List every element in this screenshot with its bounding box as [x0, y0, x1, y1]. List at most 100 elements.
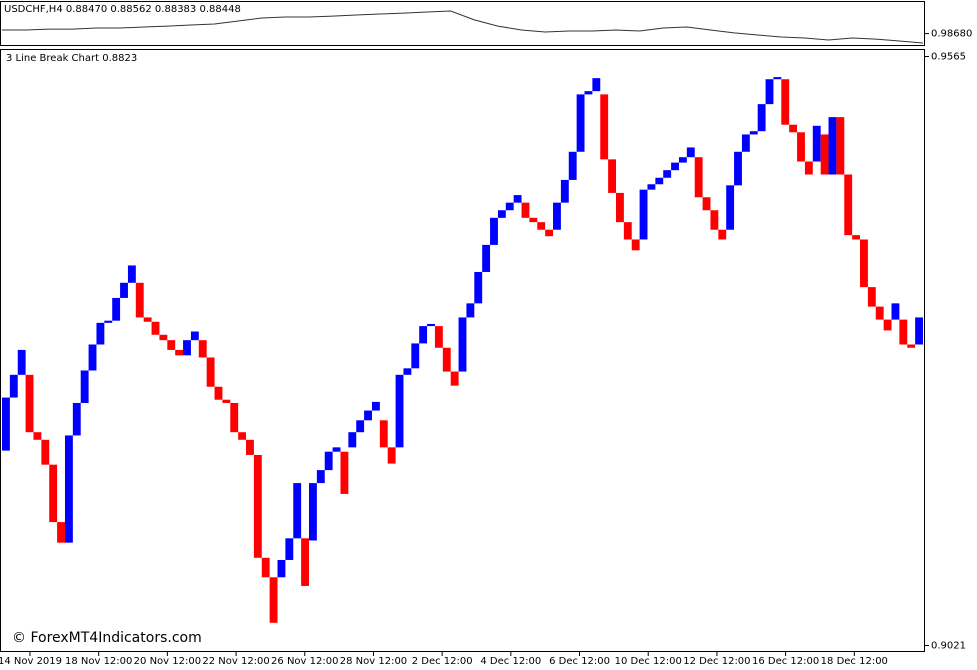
- brick: [828, 117, 837, 175]
- brick: [545, 229, 554, 237]
- brick: [33, 432, 42, 440]
- y-tick-label: 0.98680: [931, 29, 972, 40]
- brick: [537, 222, 546, 230]
- brick: [120, 282, 128, 298]
- brick: [17, 349, 26, 375]
- price-line: [2, 10, 924, 44]
- brick: [151, 321, 160, 335]
- x-tick-label: 16 Dec 12:00: [752, 656, 819, 667]
- brick: [647, 184, 656, 190]
- brick: [686, 147, 695, 158]
- brick: [269, 577, 278, 623]
- brick: [395, 374, 404, 448]
- brick: [25, 374, 34, 433]
- brick: [741, 134, 750, 152]
- brick: [804, 161, 813, 175]
- brick: [718, 229, 727, 240]
- brick: [387, 447, 396, 464]
- brick: [694, 157, 703, 198]
- brick: [521, 202, 530, 218]
- x-tick-label: 4 Dec 12:00: [480, 656, 541, 667]
- brick: [576, 94, 585, 152]
- brick: [915, 317, 923, 345]
- x-tick-label: 12 Dec 12:00: [683, 656, 750, 667]
- x-tick-label: 28 Nov 12:00: [340, 656, 407, 667]
- x-tick-label: 22 Nov 12:00: [202, 656, 269, 667]
- brick: [379, 420, 388, 448]
- brick: [214, 386, 223, 400]
- brick: [757, 104, 766, 132]
- brick: [907, 344, 916, 348]
- x-tick-label: 6 Dec 12:00: [549, 656, 610, 667]
- brick: [497, 210, 506, 218]
- brick: [411, 343, 420, 369]
- brick: [867, 287, 876, 307]
- brick: [324, 451, 333, 471]
- brick: [671, 162, 679, 171]
- brick: [490, 217, 498, 245]
- brick: [88, 344, 97, 371]
- brick: [836, 117, 845, 175]
- brick: [175, 349, 184, 356]
- brick: [261, 557, 270, 578]
- brick: [316, 470, 325, 484]
- brick: [143, 317, 152, 322]
- brick: [560, 179, 569, 203]
- brick: [277, 559, 286, 578]
- brick: [72, 402, 81, 436]
- brick: [844, 174, 853, 236]
- brick: [57, 522, 65, 543]
- brick: [112, 297, 121, 321]
- brick: [246, 439, 254, 455]
- brick: [159, 334, 168, 341]
- brick: [167, 340, 176, 350]
- brick: [891, 303, 900, 320]
- brick: [419, 326, 428, 344]
- brick: [340, 451, 349, 494]
- brick: [458, 317, 467, 372]
- brick: [356, 420, 365, 433]
- brick: [293, 483, 302, 539]
- brick: [663, 170, 672, 178]
- brick: [427, 323, 435, 327]
- y-tick-label: 0.9565: [931, 51, 966, 62]
- x-tick-label: 10 Dec 12:00: [615, 656, 682, 667]
- x-tick-label: 2 Dec 12:00: [412, 656, 473, 667]
- brick: [482, 244, 491, 272]
- brick: [616, 192, 624, 223]
- brick: [702, 197, 711, 211]
- brick: [789, 124, 798, 133]
- brick: [285, 538, 294, 560]
- brick: [238, 432, 247, 440]
- brick: [568, 151, 577, 180]
- brick: [655, 177, 664, 185]
- brick: [466, 303, 475, 318]
- brick: [222, 399, 231, 403]
- x-tick-label: 18 Dec 12:00: [821, 656, 888, 667]
- brick: [127, 265, 136, 283]
- top-pane-title: USDCHF,H4 0.88470 0.88562 0.88383 0.8844…: [4, 4, 241, 15]
- brick: [206, 357, 215, 387]
- brick: [505, 202, 514, 211]
- brick: [623, 222, 632, 240]
- brick: [765, 79, 774, 105]
- brick: [348, 432, 357, 448]
- brick: [230, 402, 239, 433]
- brick: [797, 132, 805, 162]
- x-tick-label: 18 Nov 12:00: [65, 656, 132, 667]
- main-pane-border: [0, 49, 925, 652]
- brick: [600, 94, 609, 160]
- brick: [820, 134, 829, 175]
- brick: [434, 326, 443, 348]
- brick: [852, 235, 861, 240]
- brick: [883, 319, 892, 331]
- brick: [80, 370, 89, 403]
- brick: [309, 483, 317, 541]
- brick: [812, 125, 821, 162]
- brick: [450, 371, 459, 386]
- brick: [190, 331, 199, 341]
- brick: [678, 157, 687, 163]
- brick: [64, 435, 73, 543]
